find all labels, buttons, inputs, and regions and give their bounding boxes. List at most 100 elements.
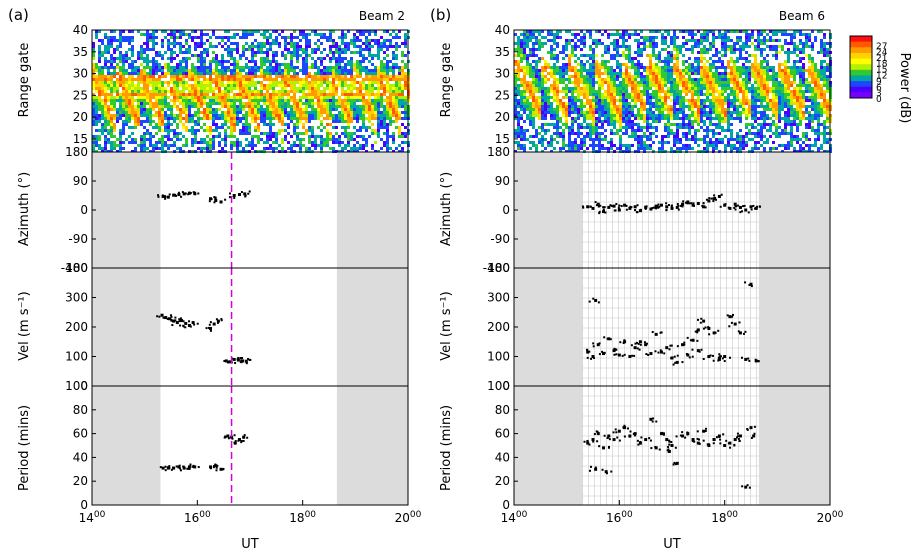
heat-cell (775, 39, 778, 42)
heat-cell (224, 120, 227, 123)
heat-cell (724, 30, 727, 33)
data-point (161, 194, 165, 198)
heat-cell (362, 108, 365, 111)
heat-cell (395, 84, 398, 87)
heat-cell (643, 69, 646, 72)
heat-cell (128, 30, 131, 33)
heat-cell (326, 129, 329, 132)
heat-cell (727, 30, 730, 33)
heat-cell (341, 60, 344, 63)
heat-cell (338, 60, 341, 63)
heat-cell (155, 60, 158, 63)
heat-cell (191, 129, 194, 132)
heat-cell (290, 45, 293, 48)
heat-cell (269, 117, 272, 120)
heat-cell (305, 99, 308, 102)
heat-cell (197, 36, 200, 39)
data-point (178, 318, 181, 321)
heat-cell (230, 99, 233, 102)
heat-cell (176, 69, 179, 72)
heat-cell (167, 135, 170, 138)
heat-cell (820, 87, 823, 90)
heat-cell (167, 138, 170, 141)
heat-cell (763, 84, 766, 87)
heat-cell (398, 105, 401, 108)
heat-cell (724, 39, 727, 42)
heat-cell (284, 84, 287, 87)
heat-cell (320, 57, 323, 60)
heat-cell (395, 90, 398, 93)
heat-cell (122, 123, 125, 126)
heat-cell (404, 72, 407, 75)
heat-cell (131, 117, 134, 120)
heat-cell (341, 42, 344, 45)
heat-cell (383, 111, 386, 114)
heat-cell (236, 96, 239, 99)
heat-cell (119, 105, 122, 108)
heat-cell (143, 60, 146, 63)
heat-cell (116, 39, 119, 42)
heat-cell (520, 93, 523, 96)
heat-cell (143, 99, 146, 102)
heat-cell (188, 114, 191, 117)
heat-cell (745, 84, 748, 87)
heat-cell (616, 33, 619, 36)
heat-cell (188, 78, 191, 81)
heat-cell (628, 93, 631, 96)
heat-cell (556, 81, 559, 84)
heat-cell (778, 66, 781, 69)
heat-cell (724, 87, 727, 90)
heat-cell (368, 111, 371, 114)
heat-cell (215, 102, 218, 105)
heat-cell (113, 36, 116, 39)
heat-cell (107, 117, 110, 120)
heat-cell (823, 36, 826, 39)
heat-cell (517, 54, 520, 57)
heat-cell (365, 48, 368, 51)
heat-cell (176, 96, 179, 99)
heat-cell (694, 66, 697, 69)
heat-cell (526, 69, 529, 72)
heat-cell (368, 33, 371, 36)
heat-cell (287, 90, 290, 93)
heat-cell (754, 45, 757, 48)
heat-cell (272, 108, 275, 111)
heat-cell (176, 108, 179, 111)
heat-cell (404, 78, 407, 81)
heat-cell (541, 66, 544, 69)
heat-cell (775, 87, 778, 90)
heat-cell (715, 36, 718, 39)
heat-cell (104, 120, 107, 123)
heat-cell (775, 54, 778, 57)
heat-cell (607, 45, 610, 48)
heat-cell (332, 51, 335, 54)
heat-cell (335, 69, 338, 72)
heat-cell (239, 75, 242, 78)
heat-cell (778, 45, 781, 48)
heat-cell (613, 57, 616, 60)
heat-cell (206, 129, 209, 132)
heat-cell (398, 144, 401, 147)
heat-cell (691, 93, 694, 96)
heat-cell (389, 96, 392, 99)
heat-cell (712, 66, 715, 69)
heat-cell (95, 36, 98, 39)
heat-cell (269, 132, 272, 135)
heat-cell (317, 105, 320, 108)
heat-cell (793, 87, 796, 90)
heat-cell (263, 60, 266, 63)
heat-cell (604, 78, 607, 81)
heat-cell (676, 66, 679, 69)
heat-cell (239, 108, 242, 111)
heat-cell (275, 60, 278, 63)
heat-cell (742, 57, 745, 60)
heat-cell (763, 81, 766, 84)
heat-cell (320, 135, 323, 138)
heat-cell (209, 72, 212, 75)
heat-cell (784, 42, 787, 45)
heat-cell (116, 78, 119, 81)
data-point (212, 322, 216, 326)
heat-cell (371, 108, 374, 111)
heat-cell (398, 114, 401, 117)
heat-cell (230, 135, 233, 138)
